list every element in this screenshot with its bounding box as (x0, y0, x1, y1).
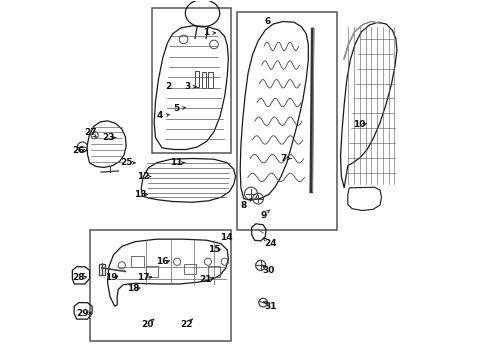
Text: 3: 3 (183, 82, 190, 91)
Bar (183, 264, 196, 274)
Text: 22: 22 (180, 320, 192, 329)
Text: 20: 20 (141, 320, 154, 329)
Bar (145, 266, 158, 277)
Text: 6: 6 (264, 17, 270, 26)
Text: 4: 4 (157, 111, 163, 120)
Text: 7: 7 (280, 154, 286, 163)
Text: 1: 1 (202, 28, 208, 37)
Bar (208, 72, 212, 88)
Text: 11: 11 (170, 158, 182, 167)
Bar (152, 8, 231, 153)
Text: 13: 13 (133, 190, 146, 199)
Text: 25: 25 (121, 158, 133, 167)
Text: 27: 27 (84, 128, 97, 137)
Text: 23: 23 (102, 133, 115, 142)
Text: 19: 19 (104, 273, 117, 282)
Text: 12: 12 (137, 172, 149, 181)
Text: 26: 26 (72, 146, 85, 155)
Text: 31: 31 (264, 302, 276, 311)
Bar (202, 72, 206, 88)
Text: 5: 5 (173, 104, 179, 113)
Text: 30: 30 (262, 266, 275, 275)
Bar (207, 266, 220, 277)
Text: 10: 10 (352, 120, 365, 129)
Text: 24: 24 (264, 239, 276, 248)
Text: 9: 9 (260, 211, 266, 220)
Text: 14: 14 (220, 233, 232, 242)
Text: 15: 15 (207, 246, 220, 255)
Text: 18: 18 (127, 284, 139, 293)
Bar (131, 256, 144, 267)
Text: 28: 28 (72, 273, 84, 282)
Text: 8: 8 (240, 201, 246, 210)
Text: 2: 2 (165, 82, 171, 91)
Text: 29: 29 (76, 309, 88, 318)
Bar (89, 230, 230, 341)
Bar (99, 264, 104, 275)
Bar (237, 12, 336, 230)
Text: 17: 17 (137, 273, 149, 282)
Text: 21: 21 (199, 275, 211, 284)
Bar (195, 71, 199, 87)
Text: 16: 16 (156, 257, 169, 266)
